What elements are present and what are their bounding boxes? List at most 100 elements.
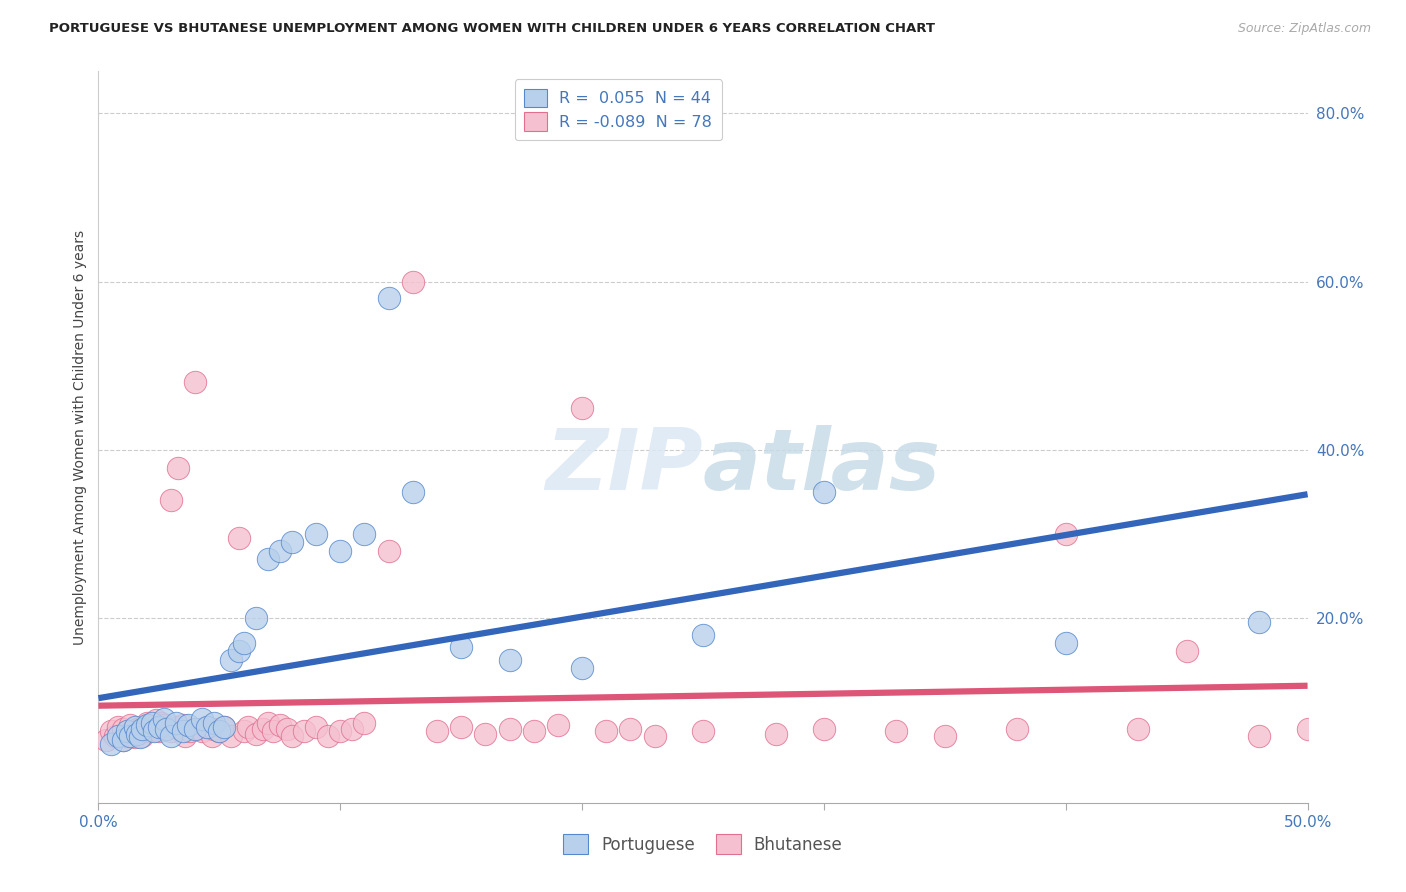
Point xyxy=(148,724,170,739)
Point xyxy=(128,730,150,744)
Point xyxy=(141,720,163,734)
Text: PORTUGUESE VS BHUTANESE UNEMPLOYMENT AMONG WOMEN WITH CHILDREN UNDER 6 YEARS COR: PORTUGUESE VS BHUTANESE UNEMPLOYMENT AMO… xyxy=(49,22,935,36)
Point xyxy=(135,715,157,730)
Point xyxy=(143,724,166,739)
Point xyxy=(195,720,218,734)
Point xyxy=(160,729,183,743)
Point xyxy=(221,729,243,743)
Point xyxy=(353,526,375,541)
Point xyxy=(571,661,593,675)
Point xyxy=(152,712,174,726)
Point xyxy=(474,727,496,741)
Point xyxy=(127,722,149,736)
Text: atlas: atlas xyxy=(703,425,941,508)
Point xyxy=(191,724,214,739)
Point xyxy=(121,724,143,739)
Point xyxy=(498,722,520,736)
Point xyxy=(644,729,666,743)
Point xyxy=(155,722,177,736)
Point xyxy=(292,724,315,739)
Point xyxy=(111,732,134,747)
Point xyxy=(1175,644,1198,658)
Point xyxy=(402,275,425,289)
Point xyxy=(377,291,399,305)
Point xyxy=(165,715,187,730)
Point xyxy=(256,715,278,730)
Point xyxy=(118,718,141,732)
Point xyxy=(377,543,399,558)
Point xyxy=(172,724,194,739)
Point xyxy=(426,724,449,739)
Point xyxy=(160,493,183,508)
Point xyxy=(619,722,641,736)
Point xyxy=(131,720,153,734)
Point xyxy=(692,627,714,641)
Point xyxy=(450,640,472,655)
Point xyxy=(141,715,163,730)
Point xyxy=(1249,729,1271,743)
Point xyxy=(1007,722,1029,736)
Point xyxy=(813,722,835,736)
Point xyxy=(124,720,146,734)
Y-axis label: Unemployment Among Women with Children Under 6 years: Unemployment Among Women with Children U… xyxy=(73,229,87,645)
Point xyxy=(450,720,472,734)
Point xyxy=(595,724,617,739)
Point xyxy=(547,718,569,732)
Point xyxy=(138,724,160,739)
Point xyxy=(353,715,375,730)
Point xyxy=(172,718,194,732)
Point xyxy=(212,720,235,734)
Point xyxy=(316,729,339,743)
Point xyxy=(111,722,134,736)
Point xyxy=(165,720,187,734)
Point xyxy=(143,722,166,736)
Point xyxy=(167,461,190,475)
Point xyxy=(174,729,197,743)
Point xyxy=(498,653,520,667)
Point xyxy=(402,484,425,499)
Point xyxy=(232,636,254,650)
Point xyxy=(934,729,956,743)
Point xyxy=(276,722,298,736)
Point xyxy=(1249,615,1271,629)
Point xyxy=(262,724,284,739)
Point xyxy=(221,653,243,667)
Point xyxy=(150,715,173,730)
Point xyxy=(188,722,211,736)
Text: Source: ZipAtlas.com: Source: ZipAtlas.com xyxy=(1237,22,1371,36)
Point xyxy=(523,724,546,739)
Point xyxy=(245,611,267,625)
Point xyxy=(208,724,231,739)
Point xyxy=(281,535,304,549)
Point xyxy=(148,720,170,734)
Point xyxy=(252,722,274,736)
Point xyxy=(195,720,218,734)
Point xyxy=(131,729,153,743)
Point xyxy=(128,724,150,739)
Point xyxy=(342,722,364,736)
Point xyxy=(191,712,214,726)
Point xyxy=(238,720,260,734)
Point xyxy=(107,720,129,734)
Point xyxy=(813,484,835,499)
Point xyxy=(160,724,183,739)
Point xyxy=(117,724,139,739)
Point xyxy=(1296,722,1319,736)
Point xyxy=(765,727,787,741)
Point xyxy=(212,720,235,734)
Point xyxy=(177,718,200,732)
Point xyxy=(107,729,129,743)
Point xyxy=(329,724,352,739)
Point xyxy=(118,729,141,743)
Point xyxy=(245,727,267,741)
Point xyxy=(201,729,224,743)
Point xyxy=(204,722,226,736)
Point xyxy=(155,722,177,736)
Point xyxy=(228,644,250,658)
Point xyxy=(886,724,908,739)
Point xyxy=(124,730,146,744)
Point xyxy=(692,724,714,739)
Point xyxy=(208,724,231,739)
Point xyxy=(1128,722,1150,736)
Point xyxy=(100,737,122,751)
